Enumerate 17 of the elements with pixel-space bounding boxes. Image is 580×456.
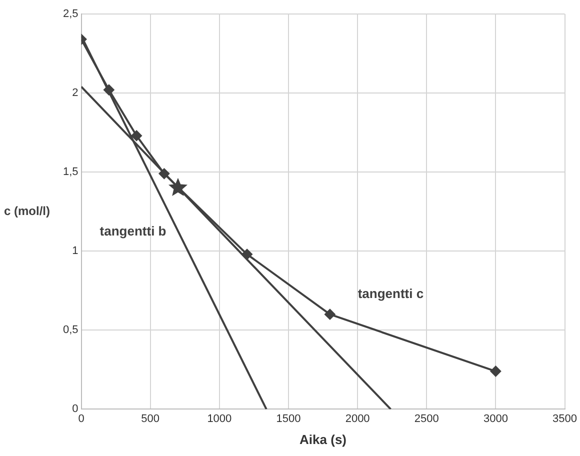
y-tick-label: 1,5 (62, 166, 78, 178)
x-tick-label: 3500 (552, 412, 578, 425)
annotation: tangentti b (100, 224, 166, 239)
x-tick-label: 1500 (276, 412, 301, 425)
x-tick-label: 1000 (207, 412, 232, 425)
x-axis-title: Aika (s) (300, 432, 347, 447)
y-tick-label: 2 (72, 87, 78, 100)
annotation: tangentti c (358, 286, 424, 302)
x-tick-label: 2000 (345, 412, 370, 425)
y-tick-label: 2,5 (62, 8, 78, 20)
y-tick-label: 0,5 (62, 324, 78, 336)
x-tick-label: 2500 (414, 412, 439, 425)
y-tick-label: 1 (72, 245, 78, 258)
y-axis-title: c (mol/l) (4, 204, 50, 218)
y-tick-label: 0 (72, 403, 78, 416)
x-tick-label: 500 (141, 412, 160, 425)
x-tick-label: 3000 (483, 412, 508, 425)
